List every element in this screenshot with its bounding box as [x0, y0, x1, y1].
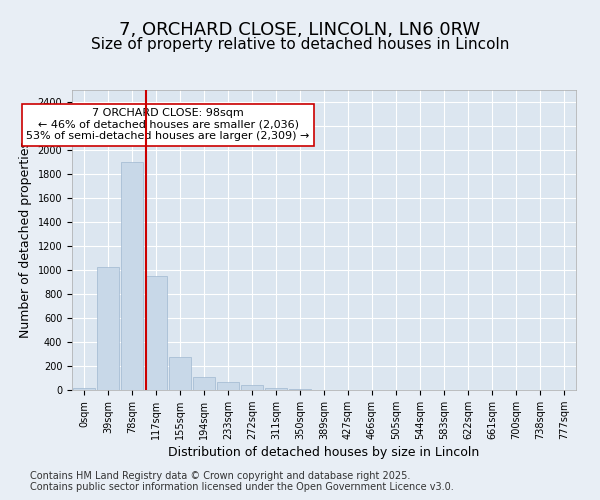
Bar	[217, 382, 239, 390]
Text: Contains public sector information licensed under the Open Government Licence v3: Contains public sector information licen…	[30, 482, 454, 492]
Text: 7 ORCHARD CLOSE: 98sqm
← 46% of detached houses are smaller (2,036)
53% of semi-: 7 ORCHARD CLOSE: 98sqm ← 46% of detached…	[26, 108, 310, 141]
Text: Contains HM Land Registry data © Crown copyright and database right 2025.: Contains HM Land Registry data © Crown c…	[30, 471, 410, 481]
Y-axis label: Number of detached properties: Number of detached properties	[19, 142, 32, 338]
X-axis label: Distribution of detached houses by size in Lincoln: Distribution of detached houses by size …	[169, 446, 479, 459]
Bar	[73, 388, 95, 390]
Bar	[97, 267, 119, 390]
Bar	[121, 162, 143, 390]
Text: Size of property relative to detached houses in Lincoln: Size of property relative to detached ho…	[91, 38, 509, 52]
Bar	[193, 377, 215, 390]
Bar	[145, 276, 167, 390]
Bar	[169, 357, 191, 390]
Bar	[265, 388, 287, 390]
Bar	[241, 385, 263, 390]
Text: 7, ORCHARD CLOSE, LINCOLN, LN6 0RW: 7, ORCHARD CLOSE, LINCOLN, LN6 0RW	[119, 21, 481, 39]
